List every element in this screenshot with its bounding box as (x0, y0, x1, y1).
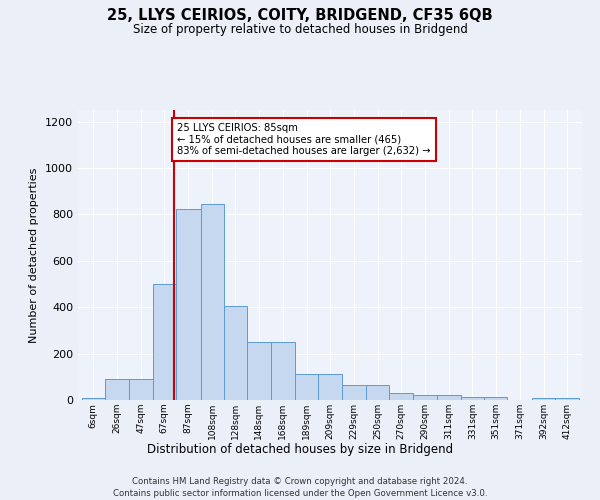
Bar (555, 398, 578, 400)
Bar (224, 306, 247, 400)
Bar (461, 396, 484, 400)
Text: 25 LLYS CEIRIOS: 85sqm
← 15% of detached houses are smaller (465)
83% of semi-de: 25 LLYS CEIRIOS: 85sqm ← 15% of detached… (177, 123, 431, 156)
Bar (176, 208, 200, 400)
Bar (152, 284, 176, 400)
Bar (130, 379, 152, 400)
Text: Contains HM Land Registry data © Crown copyright and database right 2024.: Contains HM Land Registry data © Crown c… (132, 478, 468, 486)
Text: Size of property relative to detached houses in Bridgend: Size of property relative to detached ho… (133, 22, 467, 36)
Y-axis label: Number of detached properties: Number of detached properties (29, 168, 40, 342)
Bar (271, 342, 295, 400)
Bar (437, 396, 461, 400)
Bar (413, 396, 437, 400)
Bar (532, 398, 555, 400)
Bar (341, 385, 366, 400)
Bar (295, 374, 319, 400)
Bar (82, 398, 105, 400)
Bar (200, 204, 224, 400)
Text: Distribution of detached houses by size in Bridgend: Distribution of detached houses by size … (147, 442, 453, 456)
Bar (105, 379, 130, 400)
Bar (484, 396, 508, 400)
Bar (319, 374, 341, 400)
Bar (366, 385, 389, 400)
Bar (247, 342, 271, 400)
Bar (389, 393, 413, 400)
Text: Contains public sector information licensed under the Open Government Licence v3: Contains public sector information licen… (113, 489, 487, 498)
Text: 25, LLYS CEIRIOS, COITY, BRIDGEND, CF35 6QB: 25, LLYS CEIRIOS, COITY, BRIDGEND, CF35 … (107, 8, 493, 22)
